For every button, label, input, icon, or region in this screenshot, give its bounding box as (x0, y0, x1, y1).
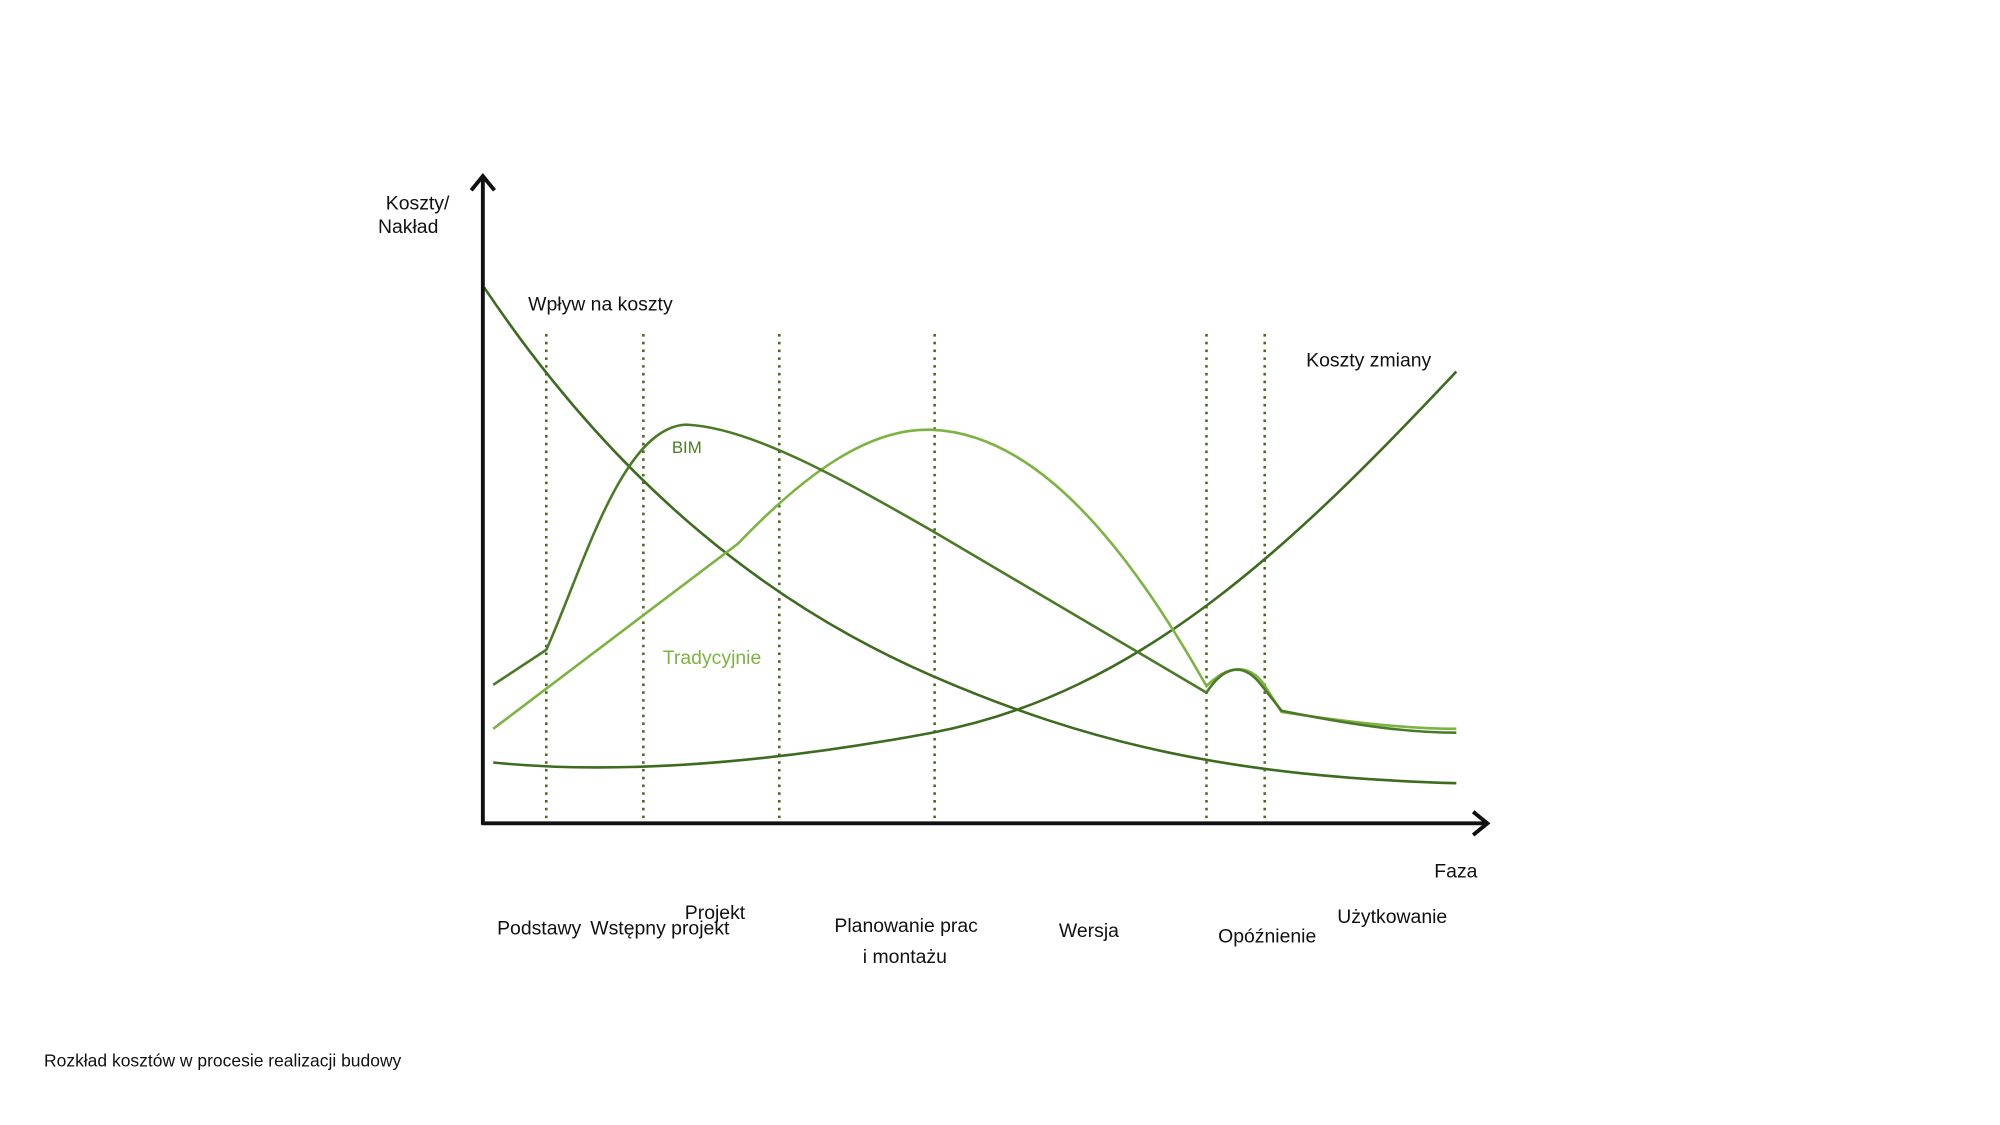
x-arrow (1471, 810, 1491, 837)
y-arrow (469, 173, 497, 192)
phase-label: Użytkowanie (1337, 906, 1447, 928)
bim-curve (492, 423, 1457, 735)
curve-label: Wpływ na koszty (528, 294, 673, 316)
phase-label: Planowanie prac (834, 915, 978, 937)
y-axis-label: Nakład (378, 216, 438, 238)
phase-label: Projekt (685, 902, 746, 924)
curve-label: Koszty zmiany (1306, 349, 1431, 371)
influence-curve (483, 286, 1457, 785)
phase-label: i montażu (863, 946, 947, 968)
phase-label: Podstawy (497, 918, 581, 940)
change-cost-curve (493, 370, 1458, 769)
phase-label: Wersja (1059, 920, 1119, 942)
axes (469, 173, 1491, 837)
curve-label: BIM (672, 438, 702, 457)
caption: Rozkład kosztów w procesie realizacji bu… (44, 1051, 402, 1071)
phase-label: Opóźnienie (1218, 925, 1316, 947)
phase-label: Wstępny projekt (590, 918, 730, 940)
x-axis-label: Faza (1434, 861, 1477, 883)
y-axis-label: Koszty/ (386, 193, 450, 215)
curve-label: Tradycyjnie (663, 647, 762, 669)
